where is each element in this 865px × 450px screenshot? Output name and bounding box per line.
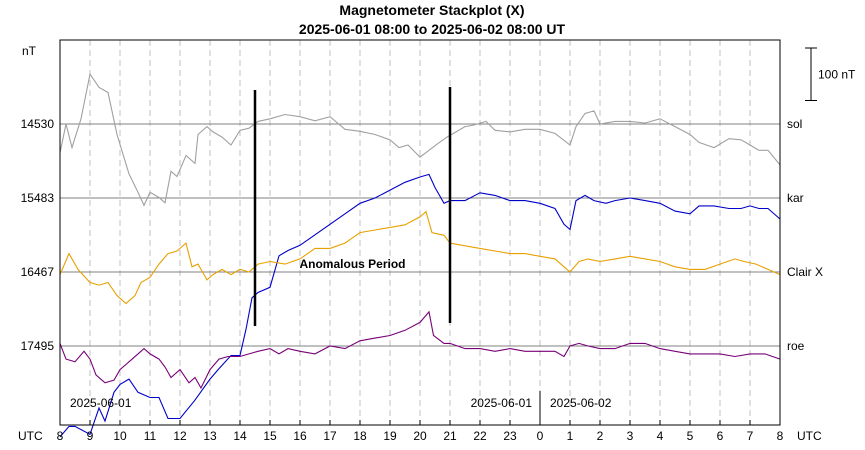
y-unit-label: nT [22, 44, 37, 58]
grid-lines [89, 40, 751, 425]
x-tick-label: 12 [173, 429, 187, 443]
x-tick-label: 16 [293, 429, 307, 443]
series-lines [59, 72, 781, 438]
x-tick-label: 19 [383, 429, 397, 443]
x-tick-label: 0 [537, 429, 544, 443]
x-tick-label: 4 [657, 429, 664, 443]
series-line [59, 72, 781, 207]
x-tick-label: 11 [144, 429, 157, 443]
x-tick-label: 21 [443, 429, 457, 443]
x-tick-label: 17 [323, 429, 337, 443]
x-tick-label: 5 [687, 429, 694, 443]
x-tick-label: 8 [57, 429, 64, 443]
x-tick-label: 3 [627, 429, 634, 443]
series-name-label: sol [787, 117, 802, 131]
x-tick-label: 22 [473, 429, 487, 443]
x-tick-label: 9 [87, 429, 94, 443]
x-tick-label: 14 [233, 429, 247, 443]
x-tick-label: 2 [597, 429, 604, 443]
scale-bar-label: 100 nT [818, 67, 856, 81]
series-name-label: roe [787, 339, 805, 353]
anomaly-label: Anomalous Period [299, 257, 405, 271]
date-label-before-midnight: 2025-06-01 [471, 396, 533, 410]
series-name-label: kar [787, 191, 804, 205]
baseline-value-label: 15483 [21, 191, 55, 205]
baseline-value-label: 16467 [21, 265, 55, 279]
x-tick-label: 13 [203, 429, 217, 443]
date-label-start: 2025-06-01 [70, 396, 132, 410]
date-label-after-midnight: 2025-06-02 [550, 396, 612, 410]
series-baselines: 14530 sol 15483 kar 16467 Clair X 17495 roe [21, 117, 823, 353]
x-tick-label: 1 [567, 429, 574, 443]
x-tick-label: 7 [747, 429, 754, 443]
baseline-value-label: 17495 [21, 339, 55, 353]
x-tick-label: 8 [777, 429, 784, 443]
scale-bar: 100 nT [805, 47, 856, 101]
series-line [59, 210, 781, 305]
x-tick-label: 10 [113, 429, 127, 443]
series-line [59, 173, 781, 438]
x-unit-label-left: UTC [18, 429, 43, 443]
x-tick-label: 15 [263, 429, 277, 443]
x-tick-label: 6 [717, 429, 724, 443]
series-line [59, 310, 781, 390]
x-tick-label: 18 [353, 429, 367, 443]
anomaly-annotation: Anomalous Period [253, 87, 452, 326]
chart-subtitle: 2025-06-01 08:00 to 2025-06-02 08:00 UT [299, 21, 566, 37]
x-unit-label-right: UTC [797, 429, 822, 443]
x-tick-label: 20 [413, 429, 427, 443]
plot-frame [59, 39, 781, 426]
chart-title: Magnetometer Stackplot (X) [339, 2, 524, 18]
baseline-value-label: 14530 [21, 117, 55, 131]
series-name-label: Clair X [787, 265, 823, 279]
x-tick-label: 23 [503, 429, 517, 443]
x-axis-ticks: 8 9 10 11 12 13 14 15 16 17 18 19 20 21 22 23 0 1 2 3 4 5 6 7 82… [57, 391, 784, 443]
